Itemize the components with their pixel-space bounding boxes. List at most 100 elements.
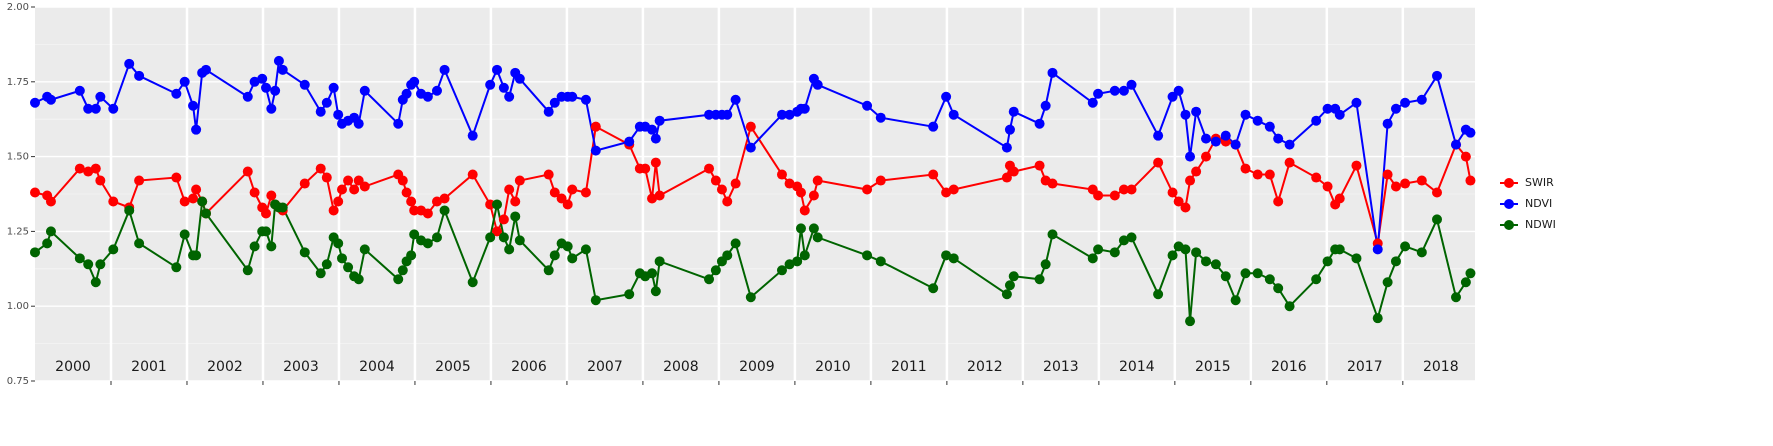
data-point: [409, 76, 420, 87]
year-label: 2003: [283, 359, 319, 375]
data-point: [108, 196, 119, 207]
data-point: [406, 250, 417, 261]
data-point: [1153, 130, 1164, 141]
data-point: [45, 94, 56, 105]
data-point: [492, 64, 503, 75]
data-point: [1210, 259, 1221, 270]
data-point: [1465, 127, 1476, 138]
data-point: [359, 85, 370, 96]
data-point: [730, 178, 741, 189]
data-point: [722, 250, 733, 261]
data-point: [30, 247, 40, 258]
data-point: [647, 193, 658, 204]
data-point: [1240, 163, 1251, 174]
data-point: [640, 163, 651, 174]
data-point: [808, 223, 819, 234]
data-point: [1240, 109, 1251, 120]
year-label: 2002: [207, 359, 243, 375]
data-point: [1034, 118, 1045, 129]
data-point: [1173, 85, 1184, 96]
data-point: [431, 85, 442, 96]
data-point: [654, 190, 665, 201]
data-point: [134, 238, 145, 249]
data-point: [650, 157, 661, 168]
data-point: [1167, 250, 1178, 261]
data-point: [1185, 151, 1196, 162]
data-point: [1252, 268, 1263, 279]
data-point: [188, 193, 199, 204]
data-point: [242, 166, 253, 177]
data-point: [328, 82, 339, 93]
data-point: [1109, 247, 1120, 258]
data-point: [328, 205, 339, 216]
data-point: [485, 199, 496, 210]
data-point: [266, 103, 277, 114]
data-point: [567, 91, 578, 102]
data-point: [179, 196, 190, 207]
data-point: [1200, 133, 1211, 144]
data-point: [1400, 178, 1411, 189]
data-point: [333, 109, 344, 120]
data-point: [941, 250, 952, 261]
data-point: [654, 256, 665, 267]
data-point: [1004, 124, 1015, 135]
y-tick-label: 2.00: [7, 2, 29, 13]
data-point: [1465, 268, 1476, 279]
data-point: [1284, 301, 1295, 312]
data-point: [1372, 313, 1383, 324]
data-point: [242, 265, 253, 276]
data-point: [1284, 157, 1295, 168]
data-point: [1047, 67, 1058, 78]
data-point: [1200, 256, 1211, 267]
data-point: [467, 130, 478, 141]
data-point: [580, 94, 591, 105]
data-point: [948, 184, 959, 195]
data-point: [1126, 232, 1137, 243]
data-point: [795, 187, 806, 198]
data-point: [498, 82, 509, 93]
year-label: 2014: [1119, 359, 1155, 375]
data-point: [270, 85, 281, 96]
data-point: [776, 265, 787, 276]
legend-label: SWIR: [1525, 176, 1554, 189]
data-point: [431, 232, 442, 243]
data-point: [514, 73, 525, 84]
data-point: [1191, 166, 1202, 177]
data-point: [261, 82, 272, 93]
data-point: [1252, 115, 1263, 126]
data-point: [1087, 97, 1098, 108]
data-point: [543, 169, 554, 180]
data-point: [543, 106, 554, 117]
data-point: [108, 244, 119, 255]
year-label: 2004: [359, 359, 395, 375]
data-point: [504, 244, 515, 255]
data-point: [1264, 274, 1275, 285]
data-point: [171, 88, 182, 99]
data-point: [90, 277, 101, 288]
data-point: [179, 229, 190, 240]
data-point: [321, 97, 332, 108]
data-point: [716, 184, 727, 195]
data-point: [776, 169, 787, 180]
data-point: [745, 142, 756, 153]
data-point: [200, 64, 211, 75]
data-point: [90, 163, 101, 174]
data-point: [704, 274, 715, 285]
data-point: [862, 250, 873, 261]
data-point: [799, 205, 810, 216]
data-point: [1460, 151, 1471, 162]
data-point: [336, 253, 347, 264]
data-point: [249, 187, 260, 198]
data-point: [1351, 160, 1362, 171]
data-point: [261, 226, 272, 237]
data-point: [784, 178, 795, 189]
data-point: [1334, 244, 1345, 255]
data-point: [1372, 244, 1383, 255]
data-point: [590, 295, 601, 306]
data-point: [1118, 184, 1129, 195]
data-point: [359, 244, 370, 255]
data-point: [273, 55, 284, 66]
data-point: [799, 250, 810, 261]
data-point: [30, 187, 40, 198]
